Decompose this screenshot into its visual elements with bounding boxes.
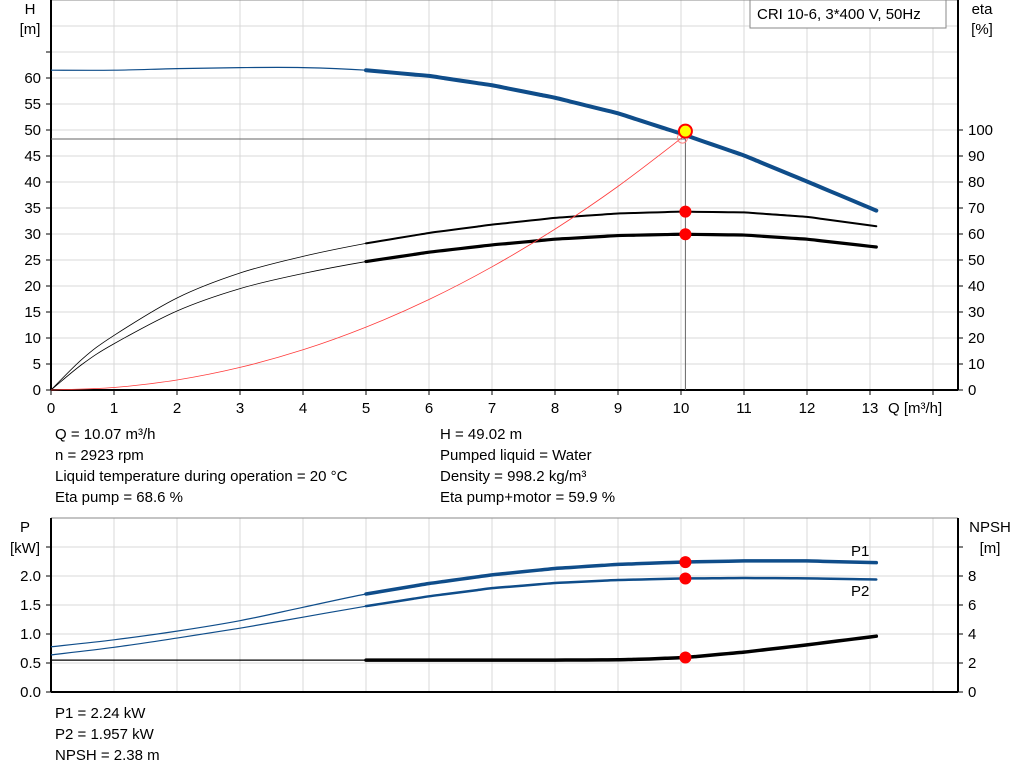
y2-tick-label: 90	[968, 148, 985, 165]
y-tick-label: 40	[24, 174, 41, 191]
x-tick-label: 7	[488, 400, 496, 417]
y-tick-label: 35	[24, 200, 41, 217]
y-tick-label: 60	[24, 70, 41, 87]
info-density: Density = 998.2 kg/m³	[440, 468, 587, 485]
npsh-tick-label: 2	[968, 655, 976, 672]
y-tick-label: 25	[24, 252, 41, 269]
x-tick-label: 4	[299, 400, 307, 417]
series-P2-curve	[50, 577, 877, 656]
system-curve-curve	[50, 134, 686, 391]
x-tick-label: 11	[736, 400, 752, 417]
title-box	[749, 0, 947, 29]
info-p2: P2 = 1.957 kW	[55, 726, 154, 743]
y2-tick-label: 20	[968, 330, 985, 347]
npsh-tick-label: 8	[968, 568, 976, 585]
y-tick-label: 55	[24, 96, 41, 113]
npsh-tick-label: 0	[968, 684, 976, 701]
p2-series-label: P2	[851, 583, 869, 600]
y-axis-label: H	[25, 1, 36, 18]
y-axis-unit: [m]	[20, 21, 41, 38]
npsh-axis-label: NPSH	[969, 519, 1011, 536]
x-tick-label: 2	[173, 400, 181, 417]
x-axis-label: Q [m³/h]	[888, 400, 942, 417]
x-tick-label: 1	[110, 400, 118, 417]
p-axis-label: P	[20, 519, 30, 536]
npsh-tick-label: 4	[968, 626, 976, 643]
info-liquid: Pumped liquid = Water	[440, 447, 592, 464]
eta-pump-motor-operating-marker	[679, 228, 692, 241]
x-tick-label: 9	[614, 400, 622, 417]
x-tick-label: 12	[799, 400, 816, 417]
y-tick-label: 5	[33, 356, 41, 373]
y-tick-label: 10	[24, 330, 41, 347]
npsh-operating-marker	[679, 651, 692, 664]
x-tick-label: 0	[47, 400, 55, 417]
x-tick-label: 3	[236, 400, 244, 417]
y-tick-label: 0	[33, 382, 41, 399]
eta-pump-motor-curve-operating-range	[364, 232, 878, 264]
chart-title: CRI 10-6, 3*400 V, 50Hz	[757, 6, 921, 23]
eta-pump-curve-operating-range	[365, 210, 878, 245]
info-q: Q = 10.07 m³/h	[55, 426, 156, 443]
y2-tick-label: 100	[968, 122, 993, 139]
npsh-tick-label: 6	[968, 597, 976, 614]
y-tick-label: 30	[24, 226, 41, 243]
info-top-left: Q = 10.07 m³/h n = 2923 rpm Liquid tempe…	[55, 424, 347, 508]
y2-tick-label: 10	[968, 356, 985, 373]
y2-axis-label: eta	[972, 1, 994, 18]
y2-tick-label: 0	[968, 382, 976, 399]
p1-series-label: P1	[851, 543, 869, 560]
y2-tick-label: 50	[968, 252, 985, 269]
npsh-axis-unit: [m]	[980, 540, 1001, 557]
series-NPSH-curve-operating-range	[364, 634, 879, 662]
series-NPSH-curve	[51, 635, 877, 661]
y2-tick-label: 60	[968, 226, 985, 243]
x-tick-label: 8	[551, 400, 559, 417]
y-tick-label: 15	[24, 304, 41, 321]
y-tick-label: 20	[24, 278, 41, 295]
eta-pump-operating-marker	[679, 205, 692, 218]
info-eta-pump: Eta pump = 68.6 %	[55, 489, 183, 506]
info-bottom: P1 = 2.24 kW P2 = 1.957 kW NPSH = 2.38 m	[55, 703, 160, 766]
eta-pump-curve	[50, 211, 877, 391]
p-tick-label: 1.0	[20, 626, 41, 643]
p1-operating-marker	[679, 556, 692, 569]
y-tick-label: 50	[24, 122, 41, 139]
p2-operating-marker	[679, 572, 692, 585]
x-tick-label: 6	[425, 400, 433, 417]
info-top-right: H = 49.02 m Pumped liquid = Water Densit…	[440, 424, 615, 508]
series-P1-curve-operating-range	[364, 559, 879, 596]
y2-tick-label: 40	[968, 278, 985, 295]
info-n: n = 2923 rpm	[55, 447, 144, 464]
p-tick-label: 0.5	[20, 655, 41, 672]
x-tick-label: 5	[362, 400, 370, 417]
y2-tick-label: 70	[968, 200, 985, 217]
info-h: H = 49.02 m	[440, 426, 523, 443]
p-tick-label: 2.0	[20, 568, 41, 585]
head-curve-operating-range	[364, 68, 879, 213]
p-tick-label: 1.5	[20, 597, 41, 614]
info-eta-pump-motor: Eta pump+motor = 59.9 %	[440, 489, 616, 506]
y2-tick-label: 80	[968, 174, 985, 191]
info-npsh: NPSH = 2.38 m	[55, 747, 160, 764]
y2-axis-unit: [%]	[971, 21, 993, 38]
info-temp: Liquid temperature during operation = 20…	[55, 468, 348, 485]
p-tick-label: 0.0	[20, 684, 41, 701]
y2-tick-label: 30	[968, 304, 985, 321]
y-tick-label: 45	[24, 148, 41, 165]
series-P2-curve-operating-range	[364, 576, 878, 608]
p-axis-unit: [kW]	[10, 540, 40, 557]
x-tick-label: 10	[673, 400, 690, 417]
head-operating-point-marker	[677, 123, 693, 139]
info-p1: P1 = 2.24 kW	[55, 705, 146, 722]
x-tick-label: 13	[862, 400, 879, 417]
